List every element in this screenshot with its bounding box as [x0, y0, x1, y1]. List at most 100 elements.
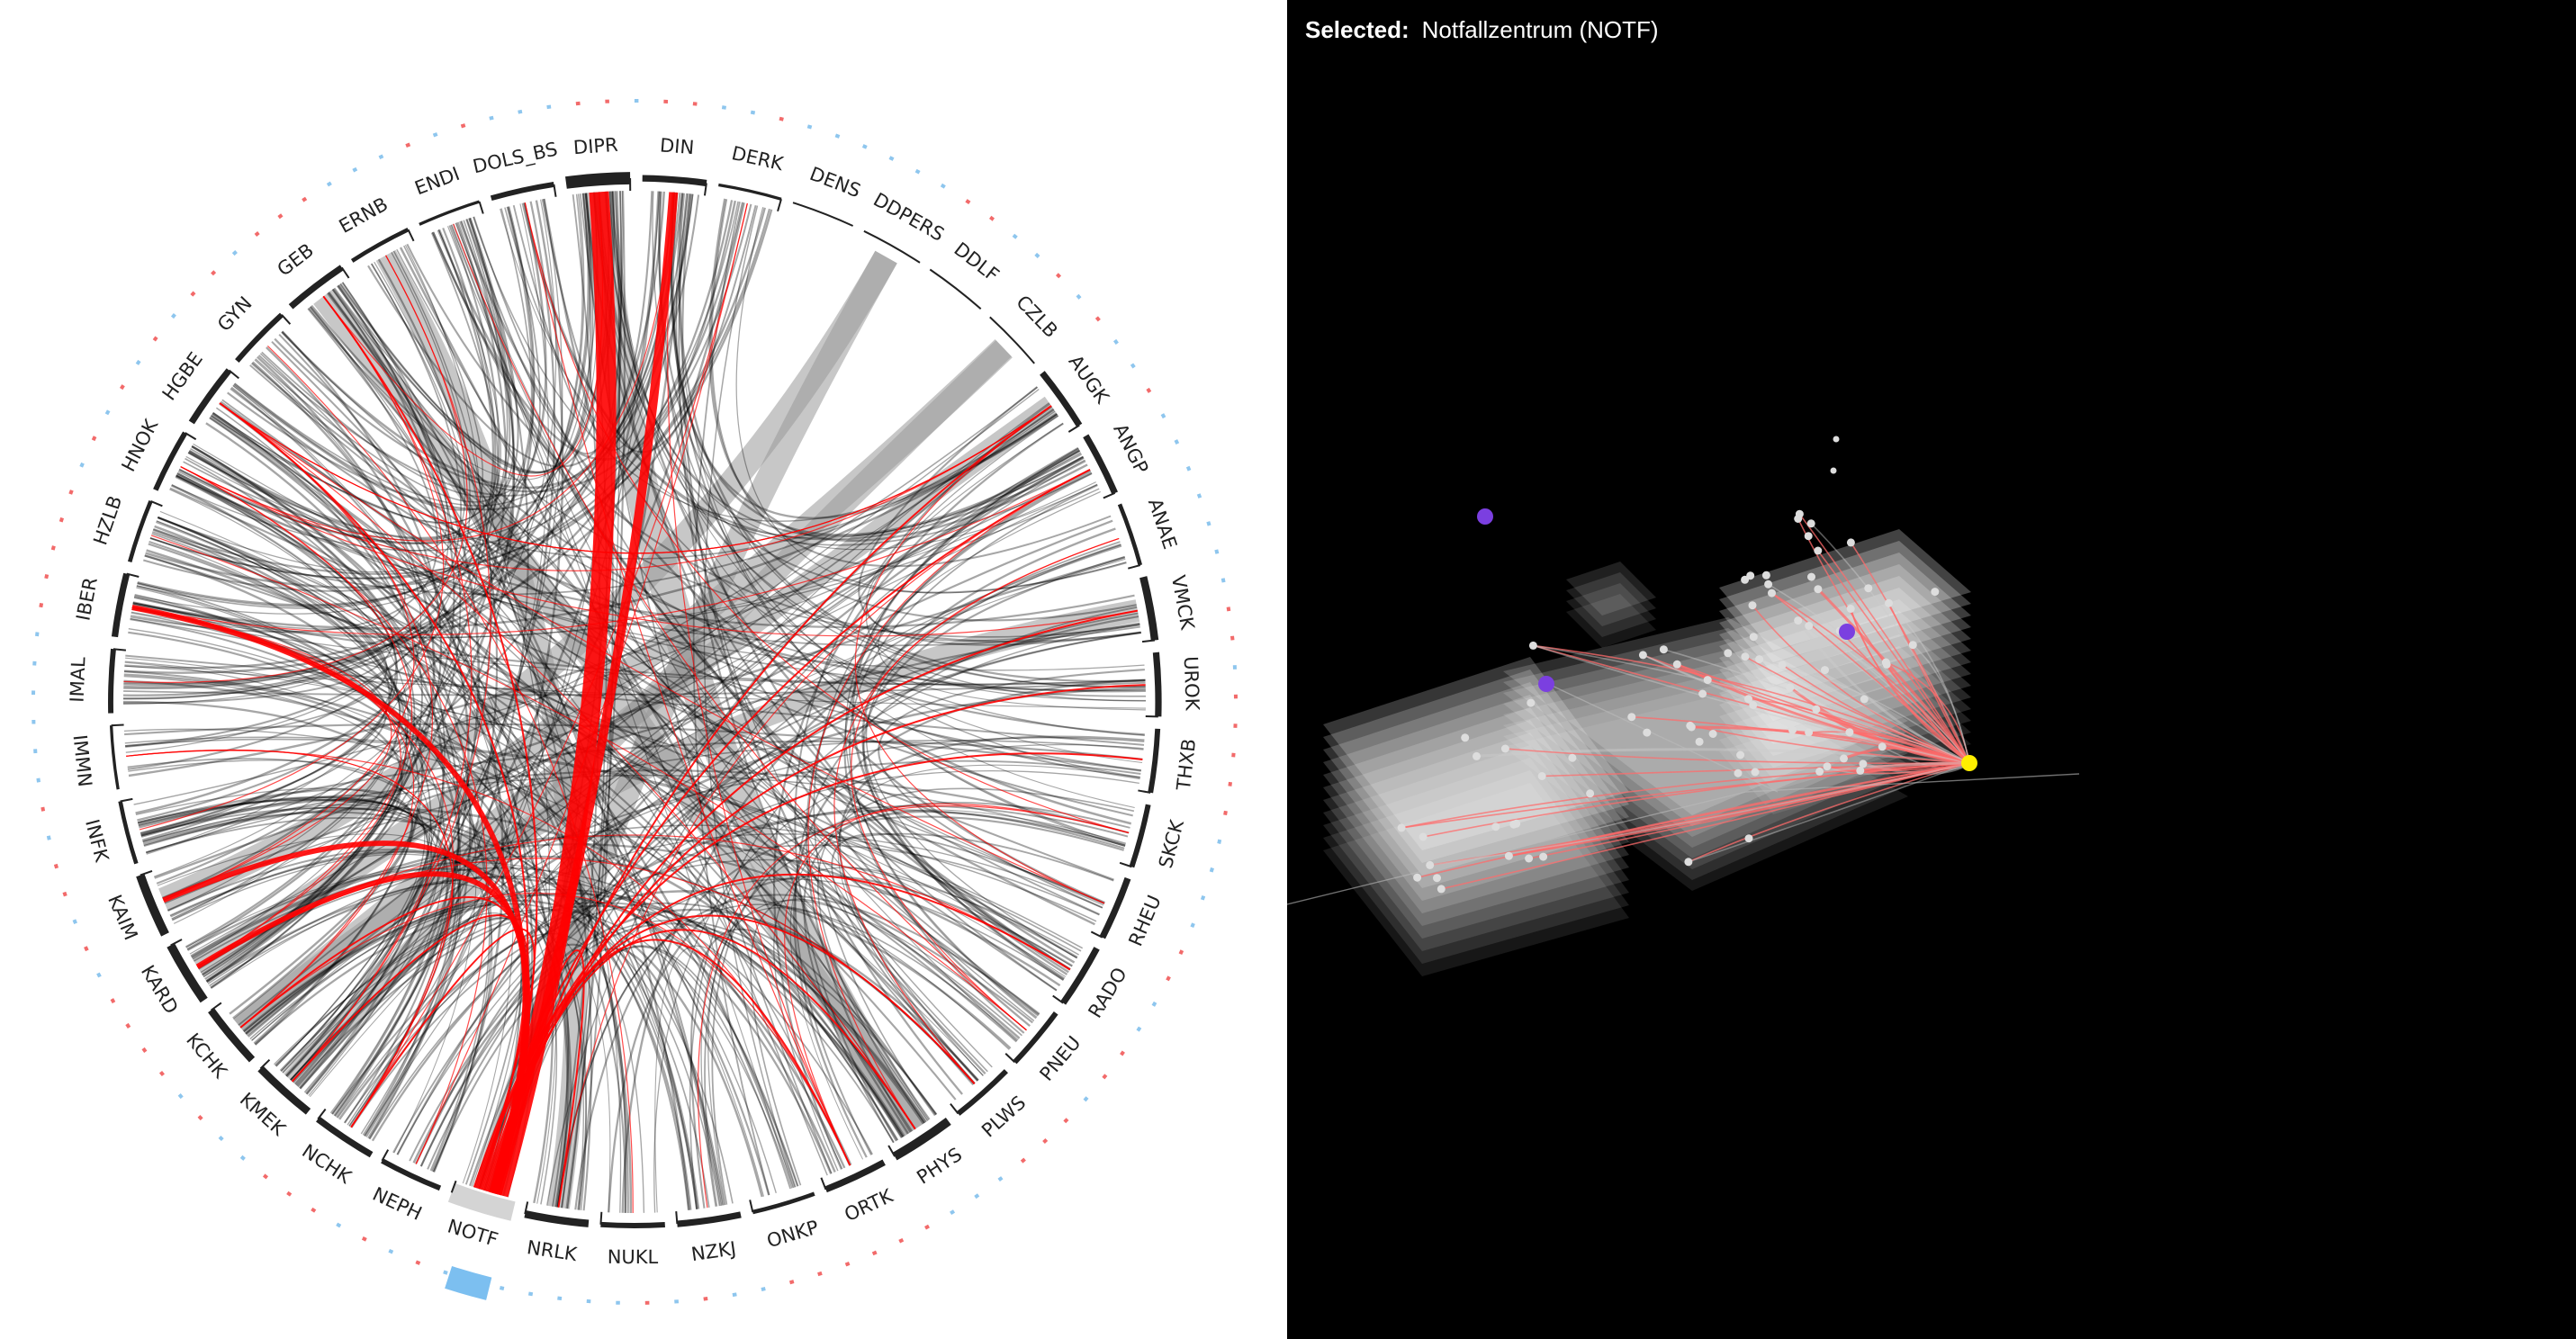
- scene-node[interactable]: [1586, 789, 1595, 798]
- scene-node[interactable]: [1821, 666, 1829, 675]
- scene-node[interactable]: [1638, 651, 1647, 660]
- anchor-node[interactable]: [1538, 676, 1554, 692]
- scene-node[interactable]: [1741, 575, 1750, 584]
- scene-node[interactable]: [1859, 759, 1868, 768]
- segment-arc-din[interactable]: [642, 175, 707, 187]
- segment-label-infk[interactable]: INFK: [81, 817, 113, 865]
- anchor-node[interactable]: [1839, 624, 1855, 640]
- segment-label-ortk[interactable]: ORTK: [842, 1184, 897, 1226]
- segment-arc-nzkj[interactable]: [677, 1211, 742, 1227]
- scene-node[interactable]: [1433, 874, 1441, 883]
- scene-node[interactable]: [1461, 733, 1470, 742]
- segment-arc-geb[interactable]: [288, 265, 344, 310]
- scene-node[interactable]: [1761, 571, 1770, 580]
- segment-arc-dols_bs[interactable]: [490, 181, 554, 202]
- scene-node[interactable]: [1473, 751, 1481, 760]
- scene-node[interactable]: [1703, 676, 1712, 685]
- scene-node[interactable]: [1437, 885, 1446, 894]
- scene-node[interactable]: [1878, 742, 1887, 751]
- scene-node[interactable]: [1500, 744, 1509, 753]
- scene-node[interactable]: [1768, 589, 1776, 598]
- scene-node[interactable]: [1741, 652, 1750, 661]
- scene-node[interactable]: [1755, 655, 1764, 664]
- scene-node[interactable]: [1659, 645, 1668, 654]
- scene-node[interactable]: [1748, 601, 1757, 610]
- scene-node[interactable]: [1885, 598, 1893, 607]
- scene-node[interactable]: [1708, 730, 1717, 738]
- segment-arc-rheu[interactable]: [1099, 876, 1131, 939]
- segment-label-gyn[interactable]: GYN: [213, 292, 257, 336]
- segment-arc-endi[interactable]: [419, 200, 481, 226]
- scene-node[interactable]: [1397, 823, 1406, 832]
- scene-node[interactable]: [1672, 660, 1681, 669]
- segment-arc-vmck[interactable]: [1139, 576, 1159, 642]
- 3d-scene[interactable]: [1287, 0, 2576, 1339]
- segment-label-ddlf[interactable]: DDLF: [950, 238, 1003, 286]
- segment-label-dens[interactable]: DENS: [806, 163, 863, 202]
- segment-label-kmek[interactable]: KMEK: [236, 1089, 291, 1141]
- scene-node[interactable]: [1537, 772, 1546, 780]
- segment-label-hgbe[interactable]: HGBE: [158, 348, 207, 405]
- segment-arc-anae[interactable]: [1117, 503, 1143, 566]
- segment-arc-augk[interactable]: [1040, 371, 1083, 427]
- segment-arc-pneu[interactable]: [1013, 1011, 1058, 1065]
- scene-node[interactable]: [1736, 750, 1745, 759]
- segment-label-dols_bs[interactable]: DOLS_BS: [471, 138, 560, 178]
- scene-node[interactable]: [1724, 649, 1733, 658]
- scene-node[interactable]: [1749, 701, 1758, 709]
- segment-arc-infk[interactable]: [118, 801, 139, 865]
- scene-node[interactable]: [1491, 822, 1500, 831]
- segment-arc-urok[interactable]: [1152, 652, 1162, 717]
- segment-label-anae[interactable]: ANAE: [1144, 496, 1181, 552]
- scene-node[interactable]: [1805, 622, 1814, 630]
- scene-node[interactable]: [1687, 723, 1696, 732]
- scene-node[interactable]: [1426, 860, 1435, 869]
- segment-arc-hgbe[interactable]: [188, 368, 232, 425]
- segment-arc-rado[interactable]: [1060, 947, 1100, 1005]
- scene-node[interactable]: [1807, 572, 1815, 581]
- segment-arc-imal[interactable]: [108, 648, 116, 714]
- scene-node[interactable]: [1512, 819, 1521, 828]
- scene-node[interactable]: [1815, 767, 1824, 776]
- scene-node[interactable]: [1840, 754, 1848, 763]
- segment-label-augk[interactable]: AUGK: [1065, 351, 1114, 409]
- segment-label-notf[interactable]: NOTF: [445, 1215, 500, 1251]
- scene-node[interactable]: [1749, 633, 1758, 642]
- segment-label-ddpers[interactable]: DDPERS: [869, 189, 948, 246]
- segment-arc-nchk[interactable]: [316, 1116, 374, 1158]
- segment-label-ernb[interactable]: ERNB: [336, 193, 392, 238]
- scene-node[interactable]: [1806, 519, 1815, 528]
- segment-arc-kchk[interactable]: [208, 1008, 256, 1063]
- scene-node[interactable]: [1413, 873, 1422, 882]
- scene-node[interactable]: [1805, 728, 1814, 737]
- scene-node[interactable]: [1751, 768, 1760, 777]
- scene-node[interactable]: [1860, 695, 1869, 704]
- scene-node[interactable]: [1794, 616, 1803, 625]
- segment-label-immn[interactable]: IMMN: [68, 733, 95, 787]
- scene-node[interactable]: [1788, 725, 1797, 734]
- segment-arc-nrlk[interactable]: [524, 1209, 590, 1227]
- segment-label-kaim[interactable]: KAIM: [104, 892, 141, 943]
- scene-node[interactable]: [1786, 683, 1795, 692]
- scene-node[interactable]: [1764, 580, 1773, 589]
- segment-arc-derk[interactable]: [718, 183, 782, 201]
- segment-arc-immn[interactable]: [109, 725, 120, 790]
- segment-label-angp[interactable]: ANGP: [1109, 420, 1152, 477]
- scene-node[interactable]: [1568, 753, 1577, 762]
- scene-node[interactable]: [1684, 858, 1693, 867]
- segment-arc-gyn[interactable]: [235, 312, 284, 364]
- segment-arc-iber[interactable]: [111, 572, 131, 638]
- segment-label-geb[interactable]: GEB: [274, 239, 318, 281]
- scene-node[interactable]: [1882, 660, 1891, 669]
- scene-node[interactable]: [1823, 762, 1832, 771]
- scene-node[interactable]: [1814, 546, 1823, 555]
- scene-node[interactable]: [1864, 584, 1873, 593]
- segment-label-pneu[interactable]: PNEU: [1035, 1032, 1085, 1085]
- segment-label-nrlk[interactable]: NRLK: [526, 1236, 580, 1265]
- segment-label-nzkj[interactable]: NZKJ: [689, 1237, 737, 1265]
- scene-node[interactable]: [1830, 467, 1837, 474]
- segment-label-nukl[interactable]: NUKL: [608, 1246, 659, 1268]
- scene-node[interactable]: [1419, 832, 1428, 841]
- segment-label-rado[interactable]: RADO: [1084, 964, 1130, 1021]
